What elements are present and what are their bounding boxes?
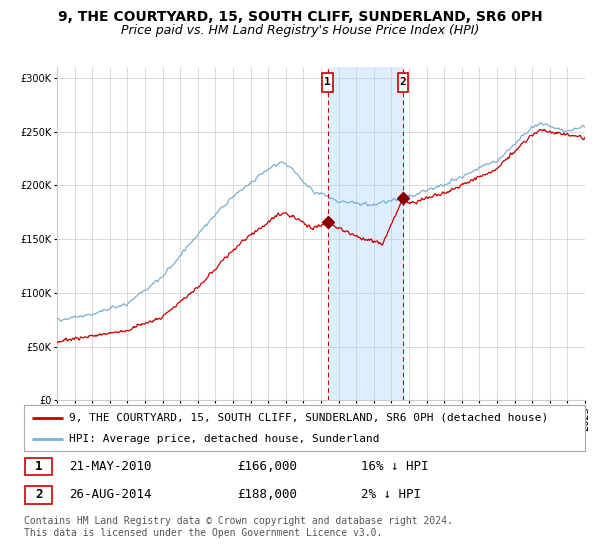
Bar — [328, 67, 403, 400]
Text: 2% ↓ HPI: 2% ↓ HPI — [361, 488, 421, 501]
FancyBboxPatch shape — [25, 458, 52, 475]
Text: 1: 1 — [35, 460, 43, 473]
FancyBboxPatch shape — [398, 73, 408, 92]
FancyBboxPatch shape — [322, 73, 333, 92]
FancyBboxPatch shape — [25, 486, 52, 503]
Text: £188,000: £188,000 — [237, 488, 297, 501]
Text: £166,000: £166,000 — [237, 460, 297, 473]
Text: 26-AUG-2014: 26-AUG-2014 — [69, 488, 151, 501]
Text: 16% ↓ HPI: 16% ↓ HPI — [361, 460, 428, 473]
Text: HPI: Average price, detached house, Sunderland: HPI: Average price, detached house, Sund… — [69, 435, 379, 444]
Text: 1: 1 — [325, 77, 331, 87]
Text: Price paid vs. HM Land Registry's House Price Index (HPI): Price paid vs. HM Land Registry's House … — [121, 24, 479, 36]
Text: 9, THE COURTYARD, 15, SOUTH CLIFF, SUNDERLAND, SR6 0PH: 9, THE COURTYARD, 15, SOUTH CLIFF, SUNDE… — [58, 10, 542, 24]
Text: 2: 2 — [35, 488, 43, 501]
Text: 9, THE COURTYARD, 15, SOUTH CLIFF, SUNDERLAND, SR6 0PH (detached house): 9, THE COURTYARD, 15, SOUTH CLIFF, SUNDE… — [69, 413, 548, 423]
Text: 2: 2 — [400, 77, 406, 87]
Text: Contains HM Land Registry data © Crown copyright and database right 2024.
This d: Contains HM Land Registry data © Crown c… — [24, 516, 453, 538]
Text: 21-MAY-2010: 21-MAY-2010 — [69, 460, 151, 473]
